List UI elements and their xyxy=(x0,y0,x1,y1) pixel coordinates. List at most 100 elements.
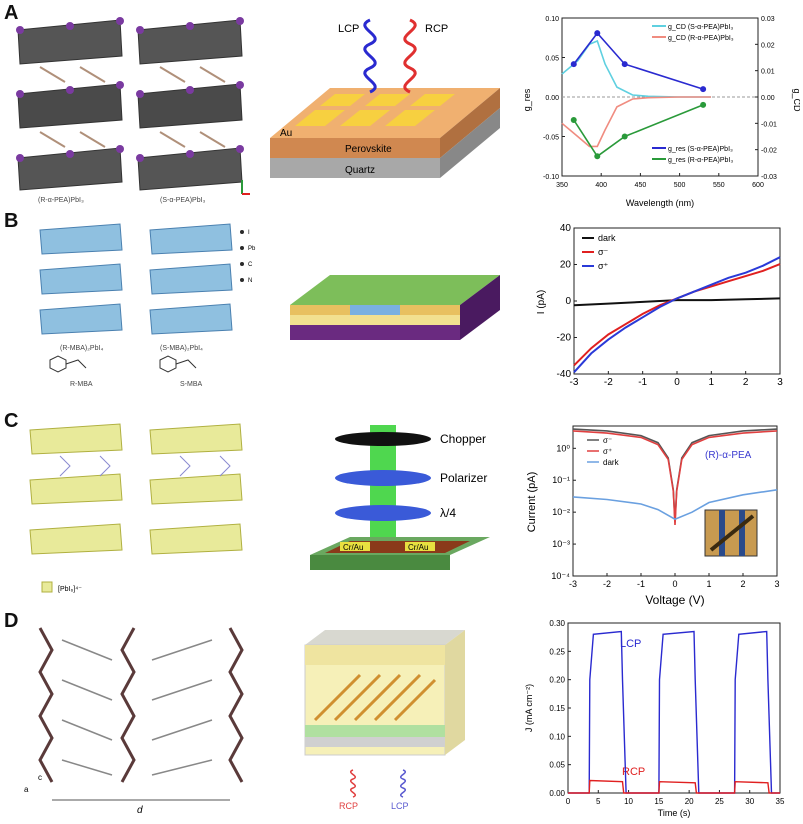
rcp-label-d: RCP xyxy=(339,801,358,810)
panel-letter-d: D xyxy=(4,610,19,632)
y-tick-label: 10⁻² xyxy=(552,507,570,517)
legend-entry: g_CD (S-α-PEA)PbI₃ xyxy=(668,24,733,31)
electrode-label-left: Cr/Au xyxy=(343,543,363,552)
y-axis-label-left: g_res xyxy=(522,88,532,111)
chopper-disk xyxy=(335,432,431,446)
crystal-structure-c: [PbI₆]⁴⁻ xyxy=(29,423,243,593)
organic-cations-d xyxy=(61,639,213,776)
y-right-tick-label: 0.03 xyxy=(761,16,775,23)
chart-d-photocurrent: Time (s) J (mA cm⁻²) LCP RCP 0 5 10 15 20 25 3… xyxy=(524,619,785,818)
x-tick-label: 0 xyxy=(674,377,680,388)
pbi6-key-label: [PbI₆]⁴⁻ xyxy=(58,586,82,593)
axis-label-c: c xyxy=(38,773,42,782)
perovskite-label: Perovskite xyxy=(345,144,392,155)
rcp-series-label: RCP xyxy=(622,766,645,778)
data-point xyxy=(570,61,577,68)
x-tick-label: -1 xyxy=(637,579,645,589)
molecule-label-s: S-MBA xyxy=(180,381,203,388)
device-schematic-b xyxy=(290,275,500,340)
x-axis-label: Voltage (V) xyxy=(645,593,704,607)
chopper-label: Chopper xyxy=(440,432,486,446)
legend-entry: g_res (S-α-PEA)PbI₃ xyxy=(668,146,733,153)
y-tick-label: 0.15 xyxy=(549,704,565,713)
y-tick-label: 0.10 xyxy=(545,16,559,23)
crystal-structure-a: (R-α-PEA)PbI₃ (S-α-PEA)PbI₃ xyxy=(16,17,250,204)
y-tick-label: 0.20 xyxy=(549,676,565,685)
device-schematic-a: LCP RCP Au Perovskite Quartz xyxy=(270,18,500,178)
x-tick-label: -1 xyxy=(638,377,647,388)
qwp-label: λ/4 xyxy=(440,506,456,520)
x-tick-label: 10 xyxy=(624,797,633,806)
series-line-g-res-s-pea-pbi- xyxy=(573,31,704,90)
au-label: Au xyxy=(280,128,292,139)
y-tick-label: 10⁻¹ xyxy=(552,475,570,485)
device-schematic-d: RCP LCP xyxy=(304,630,465,810)
molecule-drawings-b xyxy=(49,355,197,373)
atom-key-label: C xyxy=(248,262,253,268)
y-tick-label: 0.30 xyxy=(549,619,565,628)
x-tick-label: 450 xyxy=(635,182,647,189)
y-right-tick-label: 0.02 xyxy=(761,42,775,49)
inorganic-chains-d xyxy=(38,627,244,783)
x-tick-label: 0 xyxy=(566,797,571,806)
y-tick-label: 10⁻³ xyxy=(552,539,570,549)
y-tick-label: -0.05 xyxy=(543,135,559,142)
x-axis-label: Wavelength (nm) xyxy=(626,198,694,208)
chart-c-log-iv: Voltage (V) Current (pA) σ⁻ σ⁺ dark (R)-… xyxy=(526,425,780,607)
y-tick-label: 10⁻⁴ xyxy=(551,571,570,581)
y-right-tick-label: 0.00 xyxy=(761,95,775,102)
y-right-tick-label: -0.01 xyxy=(761,121,777,128)
atom-key-label: I xyxy=(248,230,250,236)
y-tick-label: -20 xyxy=(557,333,572,344)
atom-key-label: Pb xyxy=(248,246,256,252)
x-tick-label: 350 xyxy=(556,182,568,189)
x-tick-label: 2 xyxy=(743,377,749,388)
y-tick-label: 20 xyxy=(560,260,572,271)
data-point xyxy=(594,30,601,37)
chart-annotation: (R)-α-PEA xyxy=(705,450,752,461)
panel-letter-b: B xyxy=(4,210,19,232)
y-axis-label: I (pA) xyxy=(536,290,547,314)
y-tick-label: 0 xyxy=(565,296,571,307)
device-schematic-c: Chopper Polarizer λ/4 Cr/Au Cr/Au xyxy=(310,425,490,570)
x-tick-label: 1 xyxy=(706,579,711,589)
x-tick-label: 35 xyxy=(776,797,785,806)
data-point xyxy=(700,101,707,108)
quarter-wave-plate xyxy=(335,505,431,521)
chart-a-gres-gcd: Wavelength (nm) g_res g_CD g_CD (S-α-PEA… xyxy=(522,16,800,208)
rcp-helix xyxy=(403,18,417,94)
x-tick-label: 5 xyxy=(596,797,601,806)
legend-entry: g_res (R-α-PEA)PbI₃ xyxy=(668,157,733,164)
series-line-lcp xyxy=(568,630,780,794)
chart-b-iv: I (pA) dark σ⁻ σ⁺ -3 -2 -1 0 1 2 3 -40 -20 0 20 40 xyxy=(536,223,783,388)
x-tick-label: 3 xyxy=(777,377,783,388)
atom-key-label: N xyxy=(248,278,252,284)
structure-label-s-mba: (S-MBA)₂PbI₄ xyxy=(160,345,203,352)
data-point xyxy=(594,153,601,160)
device-micrograph-inset xyxy=(704,509,758,557)
electrode-label-right: Cr/Au xyxy=(408,543,428,552)
x-tick-label: -2 xyxy=(604,377,613,388)
legend-entry: dark xyxy=(603,458,620,467)
legend-c: σ⁻ σ⁺ dark xyxy=(587,436,620,467)
y-right-tick-label: 0.01 xyxy=(761,69,775,76)
structure-label-r-mba: (R-MBA)₂PbI₄ xyxy=(60,345,103,352)
octahedra-b xyxy=(39,223,233,335)
rcp-helix-d xyxy=(350,769,356,798)
data-point xyxy=(570,117,577,124)
legend-entry: σ⁻ xyxy=(598,247,609,257)
au-electrodes xyxy=(295,94,455,126)
y-tick-label: -0.10 xyxy=(543,174,559,181)
x-axis-label: Time (s) xyxy=(658,808,691,818)
atom-key-b xyxy=(240,230,244,282)
organic-cations-a xyxy=(39,66,226,148)
y-axis-label: J (mA cm⁻²) xyxy=(524,684,534,732)
x-tick-label: 600 xyxy=(752,182,764,189)
series-line-- xyxy=(573,263,781,367)
x-tick-label: 500 xyxy=(674,182,686,189)
data-point xyxy=(621,133,628,140)
series-line-g-res-r-pea-pbi- xyxy=(573,104,704,158)
y-tick-label: 0.25 xyxy=(549,647,565,656)
x-tick-label: 0 xyxy=(672,579,677,589)
lcp-label: LCP xyxy=(338,23,359,35)
